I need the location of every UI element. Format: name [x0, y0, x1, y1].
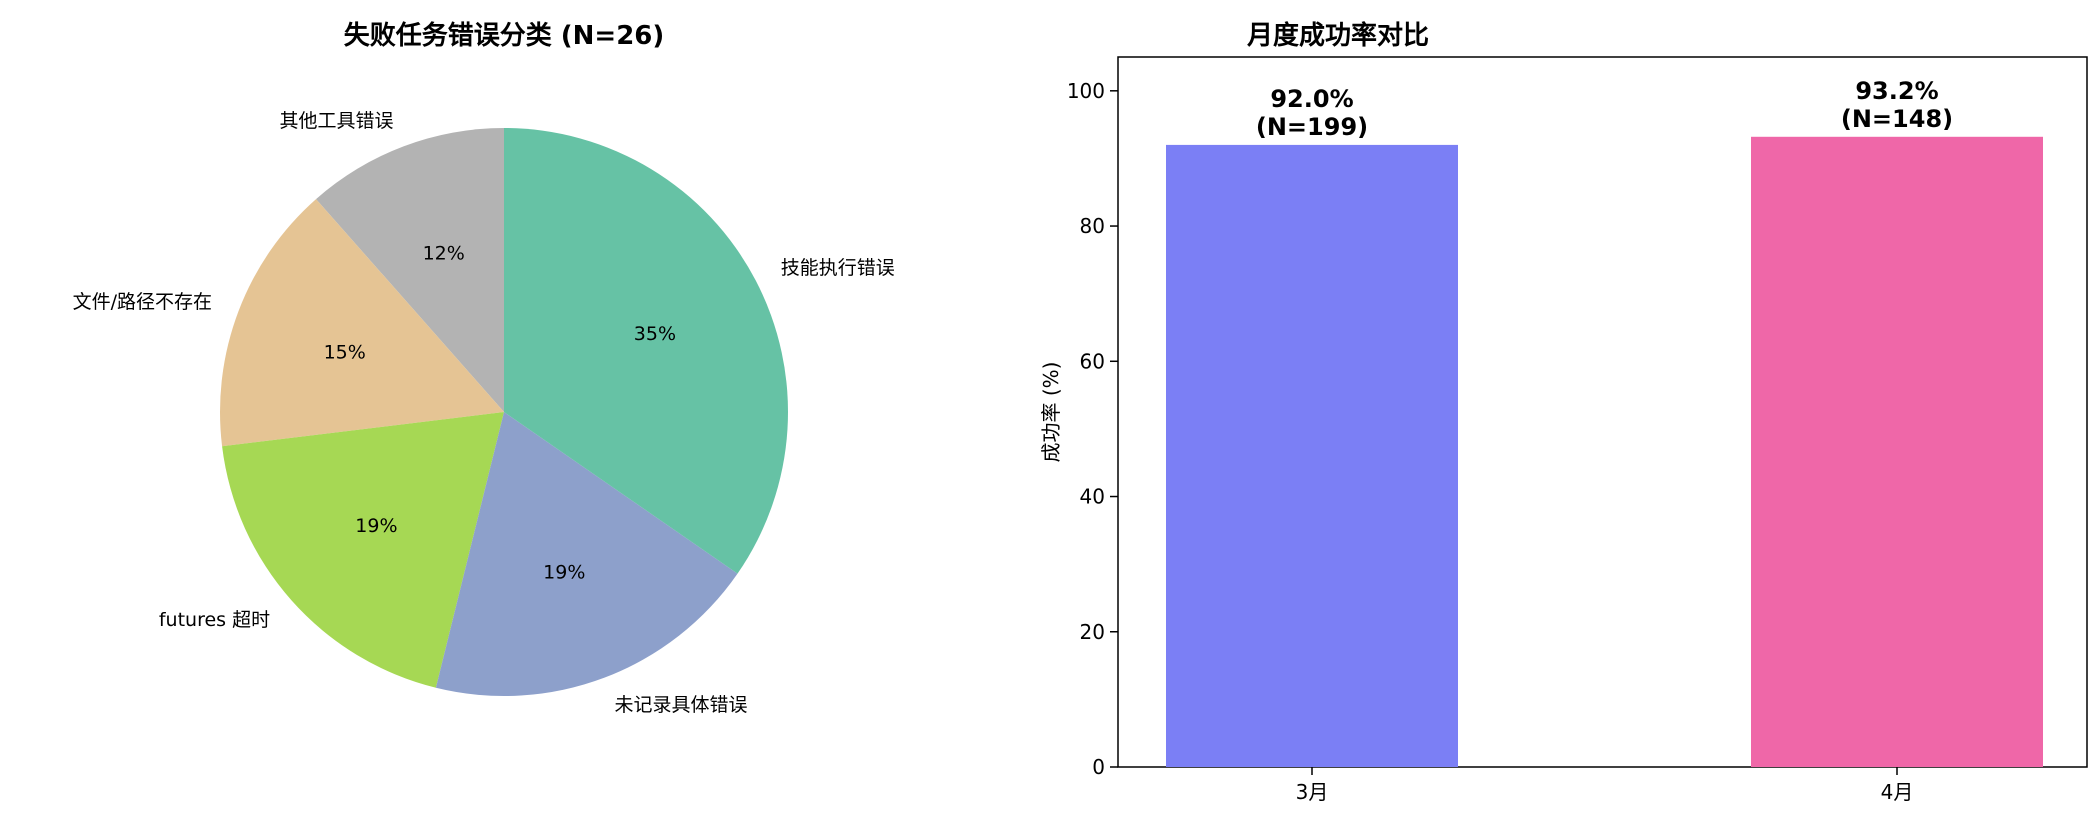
pie-pct-label: 15%	[324, 342, 366, 364]
pie-slice	[316, 128, 504, 412]
bar-value-label: 93.2%	[1855, 77, 1938, 105]
pie-labels: 12% 其他工具错误 15% 文件/路径不存在 19% futures 超时 19% 未记录具…	[73, 110, 895, 716]
pie-slice-label: futures 超时	[159, 609, 270, 631]
x-tick-label: 4月	[1881, 780, 1914, 804]
bar-bars: 92.0%(N=199) 93.2%(N=148)	[1166, 77, 2043, 768]
pie-pct-label: 19%	[355, 515, 397, 537]
bar-x-ticks: 3月 4月	[1296, 767, 1914, 804]
pie-slice-label: 其他工具错误	[279, 110, 393, 132]
y-tick-label: 100	[1067, 79, 1105, 103]
bar	[1166, 144, 1458, 767]
pie-slice	[504, 127, 788, 574]
bar-plot-frame	[1117, 56, 2088, 768]
y-tick-label: 80	[1080, 214, 1105, 238]
pie-slice	[435, 412, 738, 696]
bar-value-label: 92.0%	[1270, 85, 1353, 113]
pie-slice	[222, 412, 504, 688]
bar-y-ticks: 0 20 40 60 80 100	[1067, 79, 1118, 779]
y-tick-label: 0	[1092, 755, 1105, 779]
y-tick-label: 20	[1080, 620, 1105, 644]
pie-chart: 失败任务错误分类 (N=26) 12% 其他工具错误 15% 文件/路径不存在 19% f…	[73, 21, 895, 716]
bar-chart: 月度成功率对比 成功率 (%) 0 20 40 60 80 100 92.0%(N=199…	[1039, 20, 2088, 804]
bar-n-label: (N=148)	[1841, 105, 1953, 133]
pie-slices	[220, 127, 788, 696]
bar-y-axis-label: 成功率 (%)	[1039, 362, 1063, 463]
pie-slice-label: 文件/路径不存在	[73, 291, 212, 313]
pie-title: 失败任务错误分类 (N=26)	[344, 21, 665, 51]
y-tick-label: 60	[1080, 349, 1105, 373]
bar-title: 月度成功率对比	[1246, 20, 1429, 51]
pie-pct-label: 19%	[543, 561, 585, 583]
pie-pct-label: 12%	[423, 243, 465, 265]
pie-slice-label: 未记录具体错误	[615, 694, 748, 716]
bar-n-label: (N=199)	[1256, 113, 1368, 141]
bar	[1751, 136, 2043, 768]
pie-pct-label: 35%	[634, 323, 676, 345]
pie-slice	[220, 199, 505, 447]
x-tick-label: 3月	[1296, 780, 1329, 804]
y-tick-label: 40	[1080, 485, 1105, 509]
pie-slice-label: 技能执行错误	[781, 257, 895, 279]
